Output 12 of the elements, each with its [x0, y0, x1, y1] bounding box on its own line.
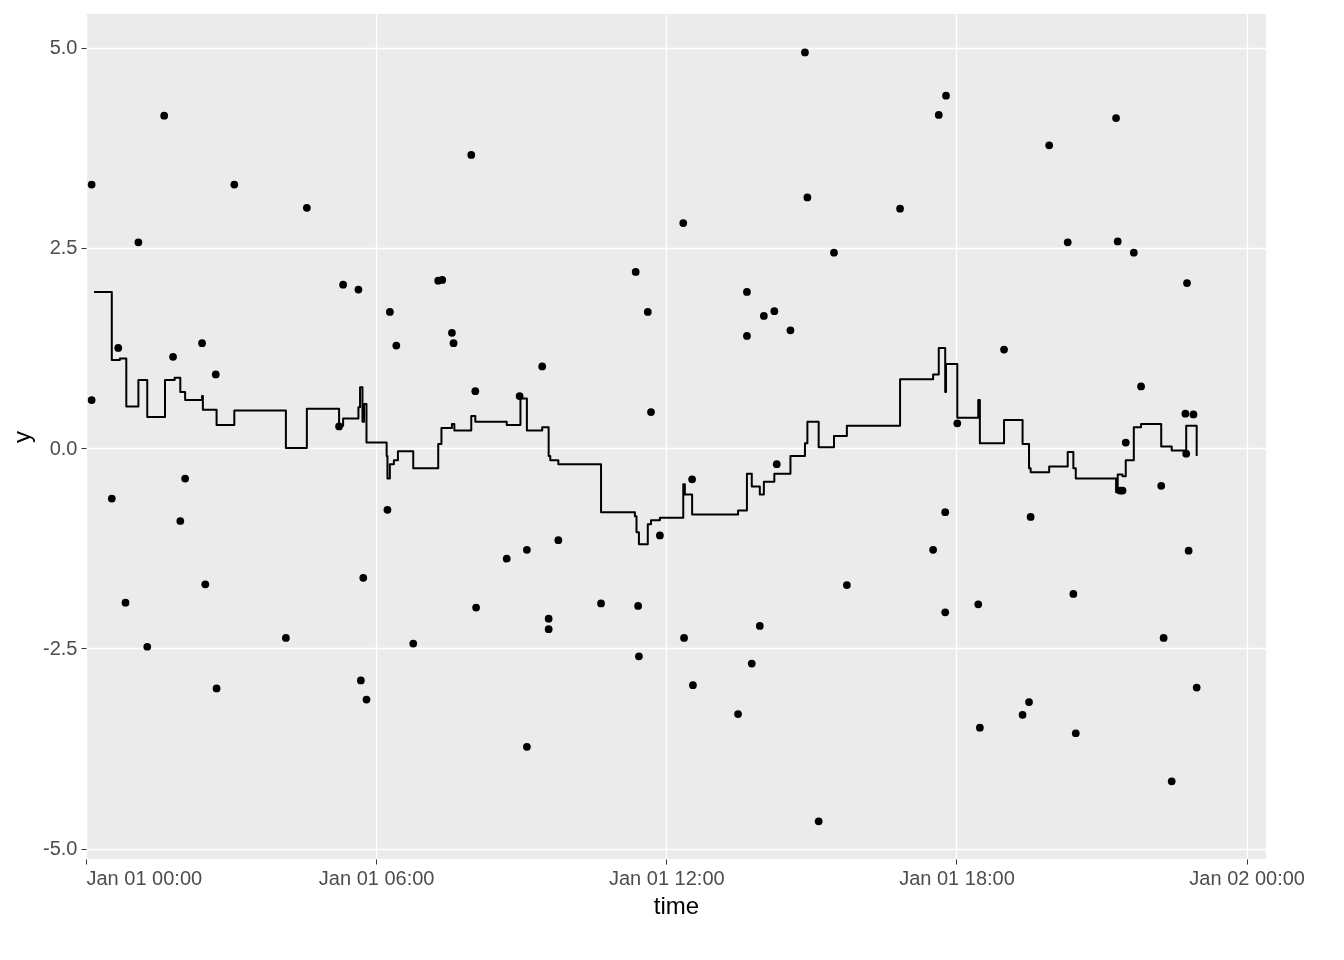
y-tick-label: 5.0 — [49, 36, 78, 59]
y-axis-title: y — [8, 431, 36, 443]
y-tick-label: -2.5 — [43, 636, 78, 659]
x-axis-title: time — [653, 891, 700, 919]
x-tick-label: Jan 01 00:00 — [86, 866, 203, 889]
x-tick-label: Jan 02 00:00 — [1189, 866, 1305, 889]
y-tick-label: -5.0 — [43, 837, 78, 860]
y-tick-label: 2.5 — [49, 236, 78, 259]
x-tick-label: Jan 01 18:00 — [899, 866, 1015, 889]
x-tick-label: Jan 01 12:00 — [609, 866, 725, 889]
y-tick-label: 0.0 — [49, 436, 78, 459]
x-tick-label: Jan 01 06:00 — [318, 866, 435, 889]
